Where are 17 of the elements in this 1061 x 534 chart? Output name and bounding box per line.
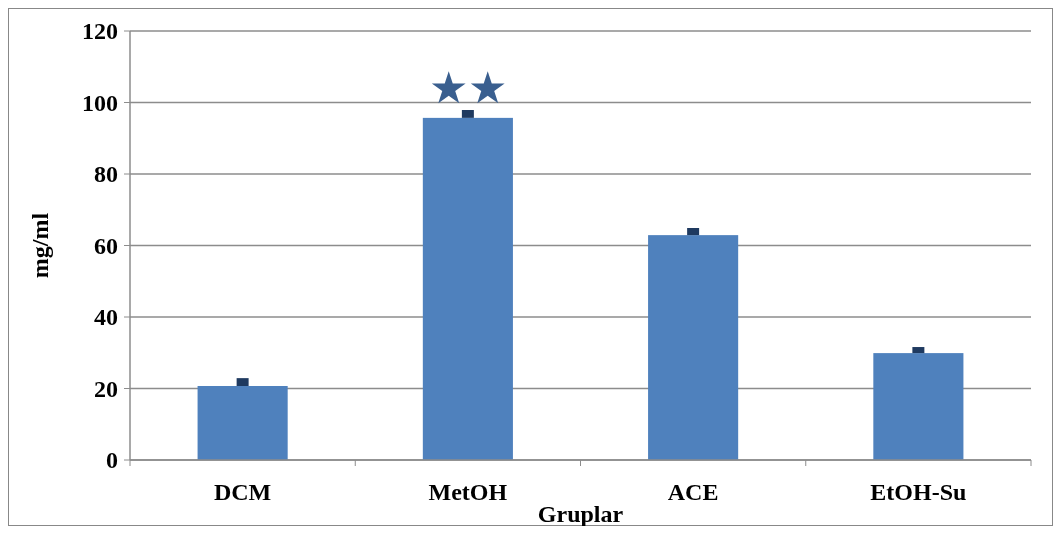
bar <box>873 353 964 460</box>
x-tick-label: ACE <box>667 479 719 505</box>
bar <box>422 117 513 460</box>
y-tick-label: 40 <box>94 304 118 331</box>
annotation: ★★ <box>428 64 507 114</box>
y-axis-title: mg/ml <box>27 212 53 279</box>
y-tick-label: 60 <box>94 232 118 259</box>
y-tick-label: 120 <box>82 18 118 45</box>
bar <box>197 386 288 460</box>
x-tick-label: DCM <box>213 479 272 505</box>
y-tick-label: 80 <box>94 161 118 188</box>
y-tick-label: 100 <box>82 89 118 116</box>
y-tick-label: 20 <box>94 375 118 402</box>
x-tick-label: EtOH-Su <box>870 479 967 505</box>
x-tick-label: MetOH <box>428 479 508 505</box>
bar <box>648 235 739 460</box>
y-tick-label: 0 <box>106 447 118 474</box>
